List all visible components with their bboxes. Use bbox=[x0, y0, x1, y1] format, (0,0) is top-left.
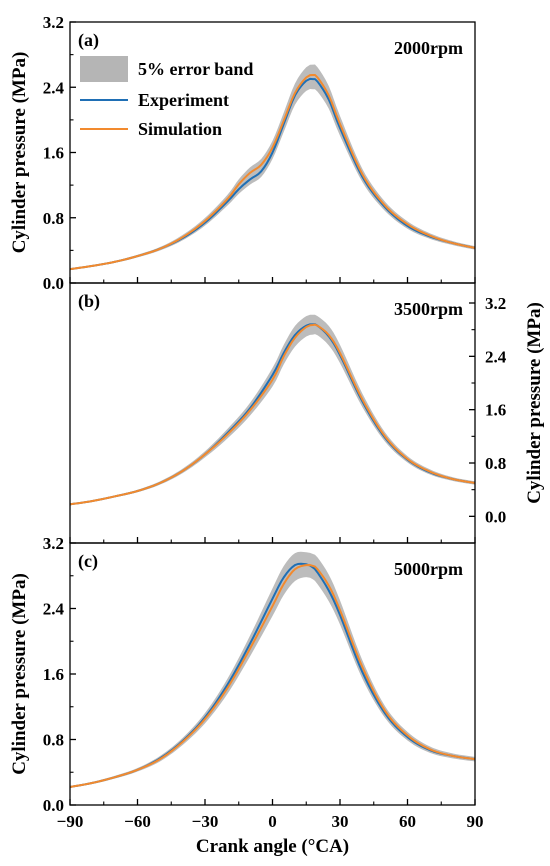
panel-a: 0.0 0.8 1.6 2.4 3.2 Cylinder pressure (MPa) (a… bbox=[9, 13, 476, 293]
x-tick-label: 30 bbox=[332, 812, 349, 831]
x-tick-label: 60 bbox=[399, 812, 416, 831]
legend-experiment-label: Experiment bbox=[138, 90, 229, 110]
y-tick-label: 3.2 bbox=[43, 534, 64, 553]
y-tick-label: 0.0 bbox=[485, 507, 506, 526]
x-tick-label: 0 bbox=[268, 812, 277, 831]
simulation-line bbox=[69, 73, 476, 271]
x-tick-label: −90 bbox=[57, 812, 84, 831]
experiment-line bbox=[69, 562, 476, 788]
y-tick-label: 0.0 bbox=[43, 274, 64, 293]
error-band bbox=[70, 64, 475, 270]
panel-c: 0.0 0.8 1.6 2.4 3.2 Cylinder pressure (MPa) −9… bbox=[9, 534, 484, 857]
y-tick-label: 3.2 bbox=[43, 13, 64, 32]
experiment-line bbox=[69, 323, 476, 506]
panel-label: (b) bbox=[78, 291, 100, 312]
y-tick-label: 1.6 bbox=[43, 144, 64, 163]
simulation-line bbox=[69, 564, 476, 788]
legend-band-label: 5% error band bbox=[138, 59, 253, 79]
plot-frame bbox=[69, 282, 476, 544]
y-axis-title: Cylinder pressure (MPa) bbox=[524, 302, 545, 504]
legend-band-swatch bbox=[80, 56, 128, 82]
y-axis-title: Cylinder pressure (MPa) bbox=[9, 573, 30, 775]
y-tick-label: 3.2 bbox=[485, 294, 506, 313]
panel-label: (c) bbox=[78, 551, 98, 572]
x-tick-label: −60 bbox=[124, 812, 151, 831]
y-tick-label: 1.6 bbox=[43, 665, 64, 684]
legend-simulation-label: Simulation bbox=[138, 119, 222, 139]
simulation-line bbox=[69, 323, 476, 506]
panel-label: (a) bbox=[78, 30, 99, 51]
y-tick-label: 2.4 bbox=[43, 600, 65, 619]
y-tick-label: 2.4 bbox=[485, 347, 507, 366]
y-tick-label: 0.8 bbox=[43, 731, 64, 750]
x-tick-label: 90 bbox=[467, 812, 484, 831]
experiment-line bbox=[69, 77, 476, 271]
error-band bbox=[70, 551, 475, 788]
legend: 5% error band Experiment Simulation bbox=[80, 56, 253, 139]
y-axis-title: Cylinder pressure (MPa) bbox=[9, 52, 30, 254]
condition-label: 2000rpm bbox=[394, 38, 463, 58]
y-tick-label: 2.4 bbox=[43, 78, 65, 97]
condition-label: 5000rpm bbox=[394, 559, 463, 579]
y-tick-label: 0.0 bbox=[43, 796, 64, 815]
x-tick-label: −30 bbox=[192, 812, 219, 831]
y-tick-label: 1.6 bbox=[485, 401, 506, 420]
error-band bbox=[70, 314, 475, 505]
panel-b: 0.0 0.8 1.6 2.4 3.2 Cylinder pressure (MPa) (b… bbox=[69, 282, 545, 544]
y-tick-label: 0.8 bbox=[485, 454, 506, 473]
x-axis-title: Crank angle (°CA) bbox=[196, 836, 349, 857]
y-tick-label: 0.8 bbox=[43, 209, 64, 228]
plot-frame bbox=[69, 542, 476, 806]
condition-label: 3500rpm bbox=[394, 299, 463, 319]
